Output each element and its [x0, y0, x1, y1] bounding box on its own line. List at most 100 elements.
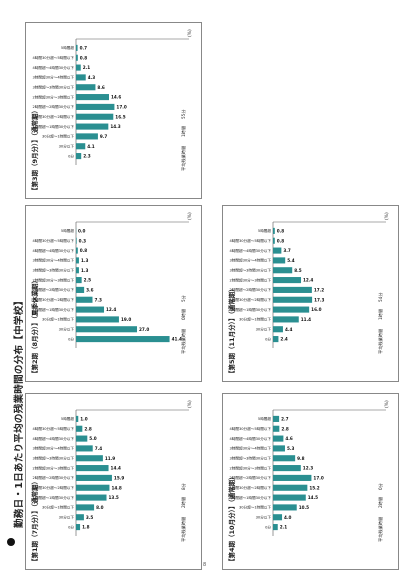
bar — [76, 316, 119, 323]
category-tick-label: 3時間超～3時間30分以下 — [33, 268, 75, 273]
category-tick-label: 30分以下 — [59, 515, 75, 520]
bar — [273, 277, 302, 284]
category-tick-label: 30分超～1時間以下 — [239, 505, 271, 510]
data-label: 9.8 — [297, 456, 305, 461]
y-unit-label: (%) — [187, 400, 193, 408]
average-overtime-text: 5分 — [180, 294, 187, 302]
page-number: 8 — [203, 562, 207, 568]
category-tick-label: 0分 — [265, 336, 271, 341]
data-label: 15.2 — [309, 485, 319, 490]
data-label: 12.4 — [303, 278, 313, 283]
data-label: 10.5 — [299, 505, 309, 510]
category-tick-label: 1時間30分超～2時間以下 — [33, 485, 75, 490]
data-label: 16.5 — [115, 114, 125, 119]
category-tick-label: 2時間超30分～3時間以下 — [230, 465, 272, 470]
y-unit-label: (%) — [187, 212, 193, 220]
data-label: 5.4 — [287, 258, 295, 263]
chart-panel: 【第4期（10月分）】（通常期） (%) 2.1 0分 4.0 30分以下 10.5 30分超… — [222, 393, 399, 570]
data-label: 1.8 — [82, 525, 90, 530]
category-tick-label: 30分以下 — [256, 515, 272, 520]
category-tick-label: 5時間超 — [61, 416, 74, 421]
category-tick-label: 1時間30分超～2時間以下 — [230, 297, 272, 302]
bar — [76, 445, 93, 452]
data-label: 1.3 — [81, 258, 89, 263]
data-label: 9.7 — [100, 134, 108, 139]
category-tick-label: 3時間超30分～4時間以下 — [33, 75, 75, 80]
category-tick-label: 1時間超～1時間30分以下 — [230, 495, 272, 500]
category-tick-label: 30分超～1時間以下 — [42, 505, 74, 510]
data-label: 0.8 — [80, 248, 88, 253]
category-tick-label: 3時間超～3時間30分以下 — [33, 85, 75, 90]
category-tick-label: 4時間30分超～5時間以下 — [230, 426, 272, 431]
bar — [76, 415, 79, 422]
category-tick-label: 4時間超～4時間30分以下 — [33, 436, 75, 441]
data-label: 7.4 — [95, 446, 103, 451]
data-label: 12.3 — [303, 466, 313, 471]
data-label: 4.4 — [285, 327, 293, 332]
bar — [273, 494, 306, 501]
category-tick-label: 4時間超～4時間30分以下 — [33, 65, 75, 70]
data-label: 14.3 — [110, 124, 120, 129]
category-tick-label: 2時間超30分～3時間以下 — [230, 277, 272, 282]
data-label: 5.3 — [287, 446, 295, 451]
average-overtime-text: 1時間 — [181, 126, 187, 137]
data-label: 14.6 — [111, 95, 121, 100]
data-label: 17.3 — [314, 297, 324, 302]
bar — [273, 296, 313, 303]
bar — [273, 247, 282, 254]
bar — [76, 84, 96, 91]
data-label: 14.8 — [111, 485, 121, 490]
category-tick-label: 0分 — [68, 153, 74, 158]
bar — [76, 267, 79, 274]
category-tick-label: 2時間超30分～3時間以下 — [33, 94, 75, 99]
data-label: 2.3 — [83, 154, 91, 159]
data-label: 4.6 — [285, 436, 293, 441]
category-tick-label: 5時間超 — [61, 228, 74, 233]
bar-chart: (%) 2.1 0分 4.0 30分以下 10.5 30分超～1時間以下 14.5 1時間超～1… — [230, 400, 391, 542]
data-label: 17.0 — [116, 105, 126, 110]
data-label: 19.0 — [121, 317, 131, 322]
category-tick-label: 30分以下 — [256, 327, 272, 332]
data-label: 11.9 — [105, 456, 115, 461]
category-tick-label: 3時間超30分～4時間以下 — [33, 258, 75, 263]
data-label: 3.5 — [86, 515, 94, 520]
average-overtime-text: 55分 — [180, 109, 187, 119]
category-tick-label: 4時間30分超～5時間以下 — [33, 426, 75, 431]
bar — [76, 286, 85, 293]
category-tick-label: 4時間30分超～5時間以下 — [33, 55, 75, 60]
bar — [76, 247, 78, 254]
bar — [76, 474, 112, 481]
category-tick-label: 3時間超～3時間30分以下 — [230, 268, 272, 273]
category-tick-label: 2時間超～2時間30分以下 — [230, 287, 272, 292]
category-tick-label: 1時間超～1時間30分以下 — [230, 307, 272, 312]
category-tick-label: 5時間超 — [258, 416, 271, 421]
data-label: 27.0 — [139, 327, 149, 332]
category-tick-label: 2時間超～2時間30分以下 — [33, 104, 75, 109]
category-tick-label: 2時間超30分～3時間以下 — [33, 277, 75, 282]
bar — [76, 336, 170, 343]
data-label: 2.8 — [281, 426, 289, 431]
data-label: 0.7 — [80, 46, 88, 51]
average-overtime-text: 平均残業時間 — [180, 517, 187, 542]
data-label: 15.9 — [114, 476, 124, 481]
data-label: 2.8 — [84, 426, 92, 431]
bar — [273, 514, 283, 521]
bar — [273, 316, 299, 323]
category-tick-label: 1時間超～1時間30分以下 — [33, 495, 75, 500]
average-overtime-text: 0時間 — [181, 309, 187, 320]
bar — [273, 484, 308, 491]
category-tick-label: 4時間超～4時間30分以下 — [230, 248, 272, 253]
category-tick-label: 3時間超～3時間30分以下 — [230, 456, 272, 461]
data-label: 4.1 — [87, 144, 95, 149]
category-tick-label: 30分超～1時間以下 — [239, 317, 271, 322]
data-label: 5.0 — [89, 436, 97, 441]
average-overtime-text: 2時間 — [378, 497, 384, 508]
bar-chart: (%) 41.4 0分 27.0 30分以下 19.0 30分超～1時間以下 12.4 1時間超… — [33, 212, 194, 354]
category-tick-label: 3時間超30分～4時間以下 — [33, 446, 75, 451]
category-tick-label: 2時間超30分～3時間以下 — [33, 465, 75, 470]
page-title-block: 勤務日・1日あたり平均の残業時間の分布【中学校】 — [4, 0, 25, 580]
category-tick-label: 30分以下 — [59, 327, 75, 332]
bar — [273, 257, 286, 264]
category-tick-label: 30分超～1時間以下 — [42, 317, 74, 322]
bar — [76, 494, 107, 501]
